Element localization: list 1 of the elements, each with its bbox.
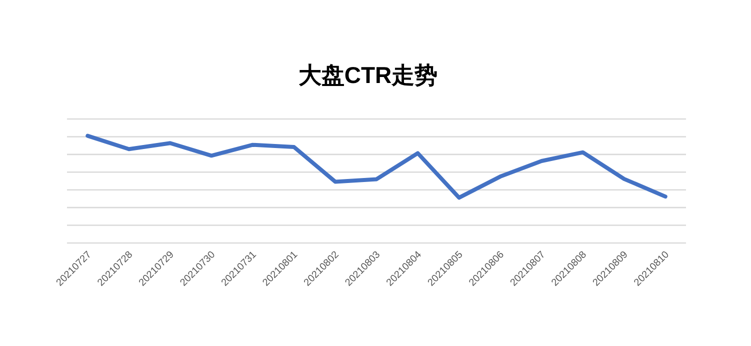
title: 大盘CTR走势: [298, 62, 438, 88]
